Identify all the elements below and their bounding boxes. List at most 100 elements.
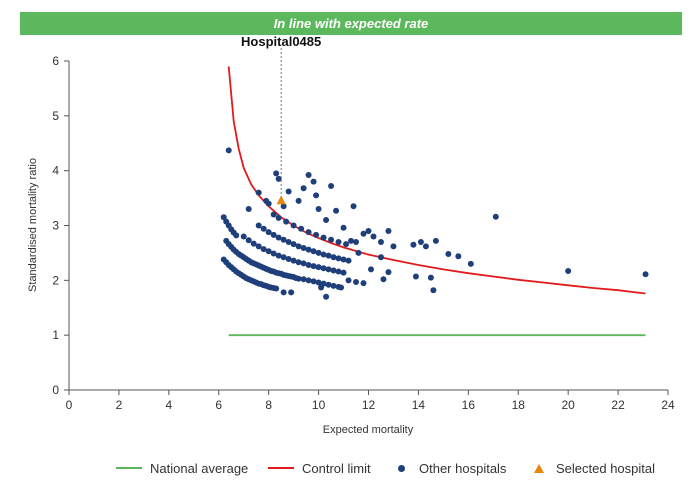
y-axis-label: Standardised mortality ratio [27,158,39,292]
x-tick-label: 18 [512,398,526,412]
legend: National average Control limit Other hos… [110,458,690,478]
other-hospital-point [295,275,302,282]
other-hospital-point [328,236,335,243]
other-hospital-point [455,253,462,260]
other-hospital-point [380,276,387,283]
other-hospital-point [320,234,327,241]
y-tick-label: 6 [52,54,59,68]
other-hospital-point [265,200,272,207]
other-hospital-point [270,211,277,218]
other-hospital-point [290,222,297,229]
other-hospital-point [320,265,327,272]
control-limit-line [227,66,646,295]
legend-item-national-average: National average [116,458,248,478]
other-hospital-point [318,284,325,291]
legend-item-other-hospitals: Other hospitals [394,458,506,478]
other-hospital-point [270,250,277,257]
other-hospital-point [245,206,252,213]
other-hospital-point [285,255,292,262]
other-hospital-point [335,255,342,262]
x-tick-label: 10 [312,398,326,412]
other-hospital-point [353,278,360,285]
other-hospital-point [305,172,312,179]
other-hospital-point [285,238,292,245]
x-tick-label: 2 [116,398,123,412]
national-average-swatch [116,467,142,469]
other-hospital-point [255,222,262,229]
legend-label-national-average: National average [150,460,249,476]
other-hospital-point [340,224,347,231]
other-hospital-point [305,277,312,284]
other-hospital-point [285,188,292,195]
other-hospital-point [280,254,287,261]
other-hospital-point [295,197,302,204]
other-hospital-point [270,231,277,238]
legend-item-selected-hospital: Selected hospital [532,458,655,478]
other-hospitals-series [220,147,649,300]
other-hospital-point [305,261,312,268]
other-hospital-point [310,263,317,270]
x-tick-label: 0 [66,398,73,412]
other-hospital-point [280,203,287,210]
status-banner: In line with expected rate [20,12,682,35]
other-hospital-point [250,240,257,247]
other-hospital-point [295,243,302,250]
legend-label-selected-hospital: Selected hospital [556,460,656,476]
other-hospital-point [385,227,392,234]
other-hospital-point [340,256,347,263]
other-hospital-point [325,281,332,288]
x-axis-label: Expected mortality [323,424,414,436]
other-hospital-point [467,260,474,267]
other-hospital-point [255,243,262,250]
other-hospital-point [432,237,439,244]
other-hospital-point [355,249,362,256]
other-hospital-point [245,237,252,244]
other-hospital-point [330,282,337,289]
other-hospital-point [295,259,302,266]
y-tick-label: 1 [52,328,59,342]
other-hospital-point [360,280,367,287]
other-hospital-point [265,229,272,236]
other-hospital-point [333,207,340,214]
other-hospital-point [305,229,312,236]
x-tick-label: 20 [561,398,575,412]
other-hospital-point [427,274,434,281]
other-hospital-point [280,236,287,243]
x-tick-label: 12 [362,398,376,412]
other-hospital-point [350,203,357,210]
other-hospital-point [492,213,499,220]
other-hospital-point [260,225,267,232]
other-hospital-point [642,271,649,278]
other-hospital-point [330,267,337,274]
selected-hospital-series: Hospital0485 [241,34,321,205]
x-tick-label: 22 [611,398,625,412]
other-hospitals-swatch [398,464,405,472]
other-hospital-point [410,241,417,248]
other-hospital-point [233,232,240,239]
other-hospital-point [325,252,332,259]
other-hospital-point [417,238,424,245]
other-hospital-point [255,189,262,196]
y-tick-label: 5 [52,109,59,123]
other-hospital-point [283,218,290,225]
other-hospital-point [338,284,345,291]
y-tick-label: 4 [52,164,59,178]
y-tick-label: 3 [52,219,59,233]
control-limit-series [227,66,646,295]
other-hospital-point [343,241,350,248]
y-tick-label: 0 [52,383,59,397]
other-hospital-point [310,278,317,285]
other-hospital-point [445,251,452,258]
other-hospital-point [273,170,280,177]
legend-item-control-limit: Control limit [268,458,371,478]
other-hospital-point [220,214,227,221]
other-hospital-point [377,254,384,261]
other-hospital-point [310,178,317,185]
other-hospital-point [300,244,307,251]
selected-hospital-label: Hospital0485 [241,34,321,49]
other-hospital-point [290,257,297,264]
other-hospital-point [422,243,429,250]
other-hospital-point [377,238,384,245]
